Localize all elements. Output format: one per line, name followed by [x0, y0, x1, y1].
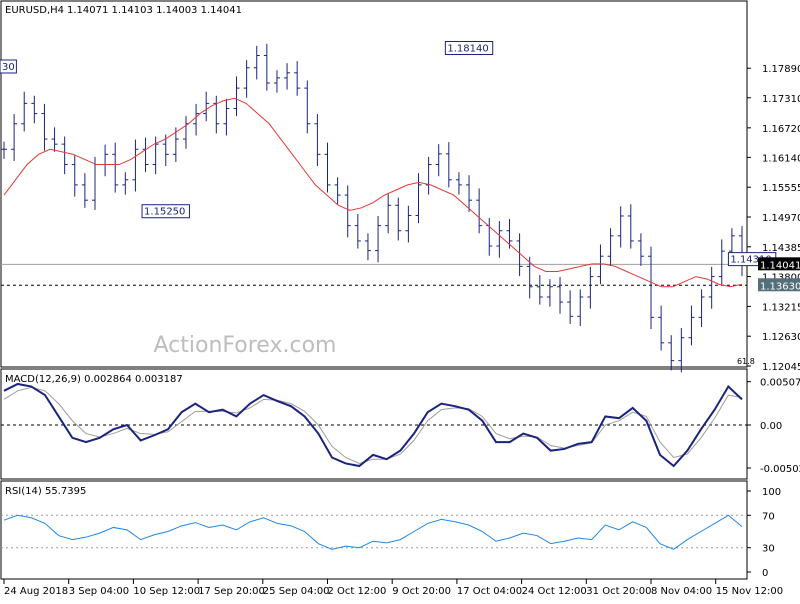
x-tick-label: 17 Sep 20:00	[198, 586, 265, 597]
price-y-axis: 1.17890 1.17310 1.16720 1.16140 1.15555 1.149…	[747, 64, 800, 373]
x-tick-label: 24 Aug 2018	[4, 586, 68, 597]
price-y-tick-label: 1.17310	[762, 94, 800, 105]
price-level-lines	[1, 263, 747, 286]
x-tick-label: 17 Oct 04:00	[457, 586, 522, 597]
macd-y-tick-label: 0.00	[760, 421, 782, 432]
macd-label: MACD(12,26,9) 0.002864 0.003187	[5, 374, 183, 385]
price-annotation-label: 1.18140	[447, 44, 488, 55]
macd-signal-line	[3, 386, 743, 465]
price-annotation-box	[0, 59, 17, 74]
price-annotation-box	[444, 41, 494, 56]
rsi-y-tick-label: 0	[762, 568, 768, 579]
x-tick-label: 8 Nov 04:00	[651, 586, 712, 597]
macd-y-tick-label: -0.005029	[760, 464, 800, 475]
price-y-tick-label: 1.13800	[762, 273, 800, 284]
price-y-tick-label: 1.14970	[762, 213, 800, 224]
price-annotations: 1.181401.152501.143101.162101.130201.149…	[0, 41, 777, 366]
ohlc-label: 1.14071 1.14103 1.14003 1.14041	[67, 5, 242, 16]
level-price-box	[758, 278, 800, 292]
rsi-panel-frame	[0, 480, 748, 580]
price-annotation-box	[141, 204, 190, 219]
price-y-tick-label: 1.12630	[762, 332, 800, 343]
price-y-tick-label: 1.14385	[762, 243, 800, 254]
x-tick-label: 25 Sep 04:00	[263, 586, 330, 597]
x-tick-label: 9 Oct 20:00	[392, 586, 451, 597]
rsi-y-tick-label: 70	[762, 511, 775, 522]
x-tick-label: 31 Oct 20:00	[586, 586, 651, 597]
current-price-label: 1.14041	[760, 260, 800, 271]
rsi-y-tick-label: 30	[762, 544, 775, 555]
current-price-box	[758, 257, 800, 271]
moving-average-line	[3, 97, 743, 288]
x-tick-label: 15 Nov 12:00	[716, 586, 783, 597]
rsi-y-tick-label: 100	[762, 487, 781, 498]
price-y-tick-label: 1.13215	[762, 302, 800, 313]
price-annotation-label: 1.15250	[144, 207, 185, 218]
moving-average	[3, 97, 743, 288]
fib-edge-label: 61.8	[737, 357, 755, 366]
price-y-tick-label: 1.17890	[762, 64, 800, 75]
x-tick-label: 24 Oct 12:00	[522, 586, 587, 597]
price-annotation-label: 1.14310	[730, 255, 771, 266]
macd-lines	[1, 382, 747, 468]
x-tick-label: 10 Sep 12:00	[133, 586, 200, 597]
price-annotation-label: 30	[2, 62, 15, 73]
price-y-tick-label: 1.12045	[762, 362, 800, 373]
price-y-tick-label: 1.16720	[762, 124, 800, 135]
watermark: ActionForex.com	[154, 333, 337, 358]
macd-main-line	[3, 382, 743, 468]
macd-y-axis: 0.00507 0.00 -0.005029	[747, 378, 800, 475]
rsi-label: RSI(14) 55.7395	[5, 486, 86, 497]
macd-y-tick-label: 0.00507	[760, 378, 800, 389]
rsi-lines	[1, 514, 747, 550]
rsi-y-axis: 100 70 30 0	[747, 487, 781, 579]
rsi-line	[3, 514, 743, 550]
price-panel-frame	[0, 0, 748, 368]
x-tick-label: 3 Sep 04:00	[69, 586, 129, 597]
x-tick-label: 2 Oct 12:00	[328, 586, 387, 597]
macd-panel-frame	[0, 368, 748, 480]
price-bars	[1, 43, 745, 373]
price-y-tick-label: 1.16140	[762, 153, 800, 164]
level-price-label: 1.13630	[760, 281, 800, 292]
price-y-tick-label: 1.15555	[762, 183, 800, 194]
symbol-label: EURUSD,H4	[5, 5, 64, 16]
